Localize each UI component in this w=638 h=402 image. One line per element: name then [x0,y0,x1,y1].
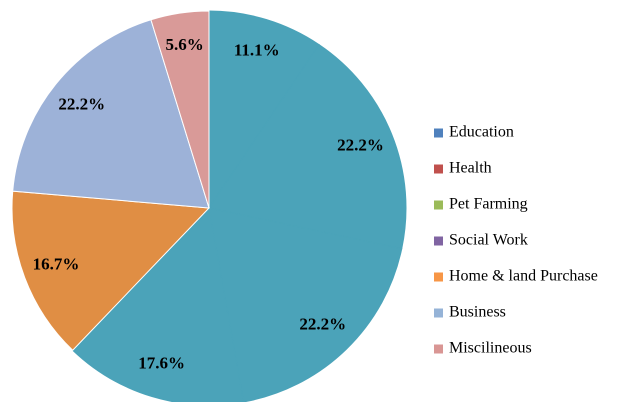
data-label: 16.7% [33,255,80,274]
data-label: 22.2% [58,94,105,113]
legend-swatch [434,272,443,282]
pie-slice [208,207,403,402]
legend-label: Miscilineous [449,340,532,357]
legend-label: Education [449,124,514,141]
legend-swatch [434,128,443,138]
legend-swatch [434,236,443,246]
legend-label: Health [449,160,492,177]
data-label: 5.6% [166,35,204,54]
legend-label: Pet Farming [449,196,528,213]
legend-label: Business [449,304,506,321]
legend-swatch [434,308,443,318]
data-label: 22.2% [299,314,346,333]
data-label: 11.1% [234,41,280,60]
pie-slice [208,43,407,250]
pie-slice [150,10,210,209]
pie-slice [12,19,210,209]
pie-slice [208,10,320,210]
legend-swatch [434,344,443,354]
data-label: 17.6% [138,353,185,372]
pie-slice [72,206,245,402]
pie-slice [11,190,211,351]
legend-swatch [434,164,443,174]
legend-label: Home & land Purchase [449,268,598,285]
data-label: 22.2% [337,136,384,155]
legend-swatch [434,200,443,210]
legend-label: Social Work [449,232,528,249]
